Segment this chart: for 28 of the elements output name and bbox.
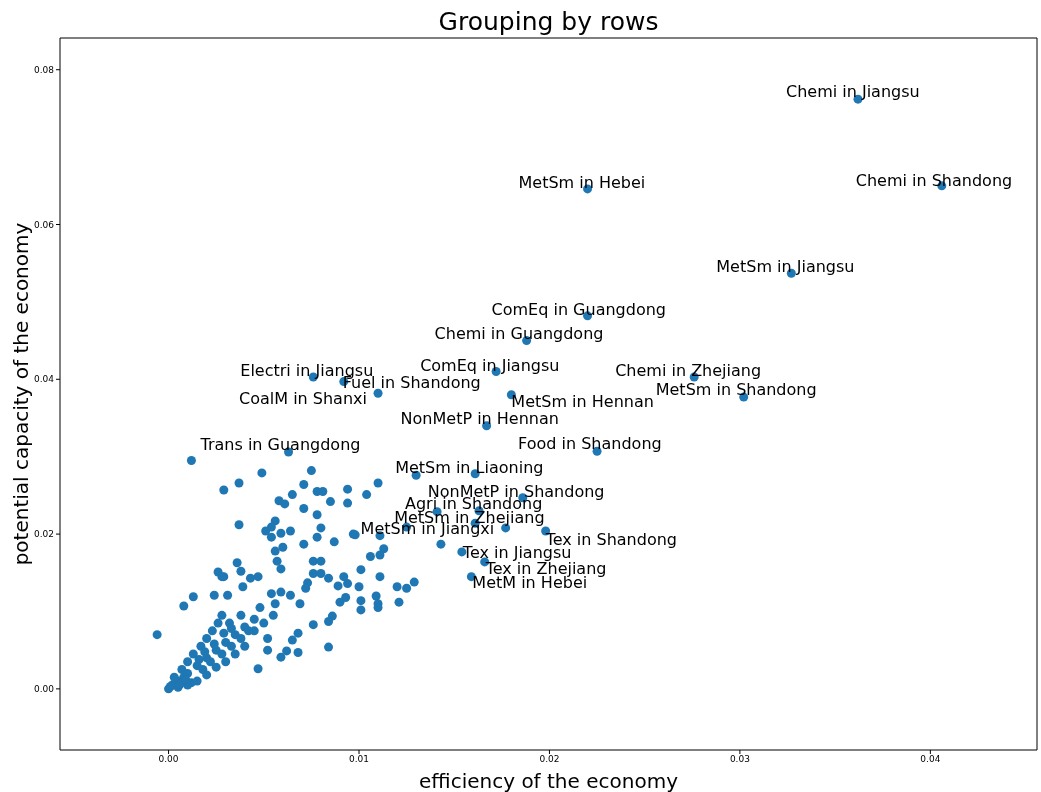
x-tick-label: 0.02 [539, 754, 560, 765]
chart-title: Grouping by rows [438, 7, 659, 36]
x-tick-label: 0.03 [729, 754, 750, 765]
annotation: Chemi in Jiangsu [785, 82, 920, 102]
x-tick-label: 0.04 [920, 754, 941, 765]
annotation: MetSm in Jiangsu [716, 257, 855, 277]
annotation: NonMetP in Hennan [400, 408, 559, 428]
y-tick-label: 0.04 [33, 374, 55, 385]
annotation: Chemi in Guangdong [434, 323, 604, 343]
annotation: Trans in Guangdong [199, 435, 361, 455]
annotation: Chemi in Shandong [855, 170, 1013, 190]
annotation: ComEq in Guangdong [491, 299, 666, 319]
annotation: Chemi in Zhejiang [615, 360, 762, 380]
annotation: CoalM in Shanxi [239, 389, 367, 409]
x-tick-label: 0.01 [348, 754, 370, 765]
y-axis-title: potential capacity of the economy [9, 222, 33, 566]
annotation: MetSm in Hennan [511, 391, 654, 411]
y-tick-label: 0.06 [33, 219, 55, 230]
y-tick-label: 0.00 [33, 684, 55, 695]
annotation: MetSm in Liaoning [395, 457, 544, 477]
annotation: Food in Shandong [518, 434, 662, 454]
y-tick-label: 0.08 [33, 64, 55, 75]
annotation: MetSm in Hebei [518, 172, 646, 192]
x-tick-label: 0.00 [158, 754, 179, 765]
x-axis-title: efficiency of the economy [419, 769, 679, 792]
annotation: MetSm in Shandong [655, 380, 817, 400]
annotation: ComEq in Jiangsu [420, 355, 560, 375]
y-tick-label: 0.02 [33, 529, 54, 540]
